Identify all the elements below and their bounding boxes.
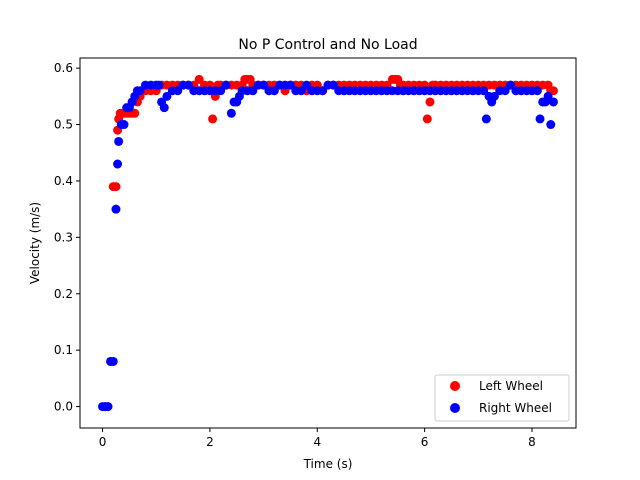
plot-frame (79, 57, 577, 429)
point-right-wheel (318, 86, 328, 96)
point-left-wheel (548, 86, 558, 96)
y-tick-label: 0.0 (54, 400, 73, 414)
point-left-wheel (111, 182, 121, 192)
point-left-wheel (194, 74, 204, 84)
chart-title: No P Control and No Load (238, 37, 417, 53)
legend-marker-right-wheel (450, 403, 460, 413)
x-tick-label: 0 (99, 435, 107, 449)
point-right-wheel (481, 114, 491, 124)
legend-label-right-wheel: Right Wheel (479, 401, 552, 415)
legend-box (434, 374, 570, 422)
point-right-wheel (103, 402, 113, 412)
point-right-wheel (543, 91, 553, 101)
x-tick-label: 2 (206, 435, 214, 449)
point-right-wheel (489, 91, 499, 101)
legend-label-left-wheel: Left Wheel (479, 379, 543, 393)
point-right-wheel (119, 120, 129, 130)
y-tick-label: 0.5 (54, 118, 73, 132)
point-left-wheel (208, 114, 218, 124)
x-tick-label: 6 (421, 435, 429, 449)
point-right-wheel (548, 97, 558, 107)
legend-marker-left-wheel (450, 381, 460, 391)
point-right-wheel (479, 86, 489, 96)
point-left-wheel (425, 97, 435, 107)
plot-area (98, 74, 558, 412)
point-right-wheel (296, 86, 306, 96)
point-left-wheel (422, 114, 432, 124)
point-right-wheel (162, 91, 172, 101)
x-axis: 0 2 4 6 8 (99, 428, 536, 449)
point-right-wheel (532, 86, 542, 96)
y-tick-label: 0.6 (54, 61, 73, 75)
point-right-wheel (216, 86, 226, 96)
point-right-wheel (506, 80, 516, 90)
y-tick-label: 0.2 (54, 287, 73, 301)
y-tick-label: 0.1 (54, 343, 73, 357)
point-right-wheel (500, 86, 510, 96)
point-right-wheel (173, 86, 183, 96)
point-right-wheel (108, 356, 118, 366)
y-axis: 0.0 0.1 0.2 0.3 0.4 0.5 0.6 (54, 61, 80, 414)
point-right-wheel (302, 80, 312, 90)
point-right-wheel (154, 80, 164, 90)
point-right-wheel (248, 86, 258, 96)
point-right-wheel (135, 86, 145, 96)
point-right-wheel (114, 136, 124, 146)
point-right-wheel (285, 80, 295, 90)
point-right-wheel (259, 80, 269, 90)
point-right-wheel (221, 80, 231, 90)
x-tick-label: 4 (313, 435, 321, 449)
point-right-wheel (183, 80, 193, 90)
y-tick-label: 0.4 (54, 174, 73, 188)
point-right-wheel (226, 108, 236, 118)
point-right-wheel (535, 114, 545, 124)
point-right-wheel (546, 120, 556, 130)
point-left-wheel (130, 108, 140, 118)
x-axis-label: Time (s) (303, 457, 353, 471)
y-tick-label: 0.3 (54, 230, 73, 244)
point-right-wheel (111, 204, 121, 214)
point-right-wheel (328, 80, 338, 90)
y-axis-label: Velocity (m/s) (28, 202, 42, 284)
point-right-wheel (269, 86, 279, 96)
point-right-wheel (159, 103, 169, 113)
x-tick-label: 8 (528, 435, 536, 449)
point-right-wheel (113, 159, 123, 169)
legend: Left Wheel Right Wheel (434, 374, 570, 422)
